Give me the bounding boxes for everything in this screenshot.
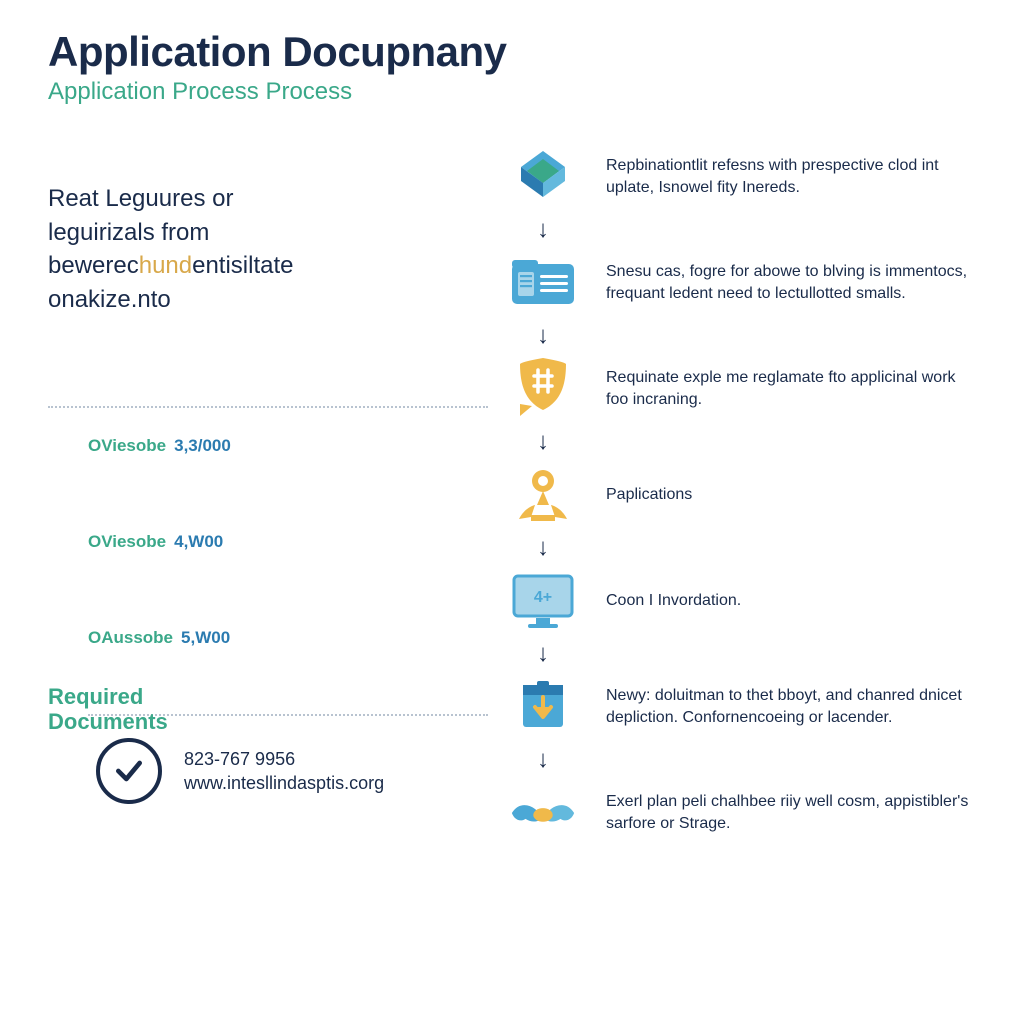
monitor-icon: 4+ xyxy=(508,566,578,636)
document-item: OViesobe 3,3/000 xyxy=(88,436,488,456)
contact-url: www.intesllindasptis.corg xyxy=(184,771,384,795)
page-subtitle: Application Process Process xyxy=(48,78,976,106)
process-flow: ↓ xyxy=(488,142,976,848)
step-description: Requinate exple me reglamate fto applici… xyxy=(606,354,976,424)
document-value: 5,W00 xyxy=(181,628,230,648)
intro-line: bewerec xyxy=(48,252,139,279)
envelope-icon xyxy=(508,142,578,212)
step-description: Exerl plan peli chalhbee riiy well cosm,… xyxy=(606,778,976,848)
step-description: Newy: doluitman to thet bboyt, and chanr… xyxy=(606,672,976,742)
intro-line: leguirizals from xyxy=(48,219,209,246)
check-circle-icon xyxy=(96,738,162,804)
document-label: OAussobe xyxy=(88,628,173,648)
flow-arrow-icon: ↓ xyxy=(537,642,549,666)
document-value: 4,W00 xyxy=(174,532,223,552)
intro-line: Reat Leguures or xyxy=(48,185,233,212)
document-value: 3,3/000 xyxy=(174,436,231,456)
page-title: Application Docupnany xyxy=(48,28,976,76)
intro-line: entisiltate xyxy=(192,252,293,279)
required-documents-heading: Required Documents xyxy=(48,684,168,735)
flow-arrow-icon: ↓ xyxy=(537,430,549,454)
contact-phone: 823-767 9956 xyxy=(184,747,384,771)
document-item: OViesobe 4,W00 xyxy=(88,532,488,552)
svg-text:4+: 4+ xyxy=(534,589,552,606)
flow-arrow-icon: ↓ xyxy=(537,218,549,242)
documents-block: OViesobe 3,3/000 OViesobe 4,W00 Required… xyxy=(48,406,488,804)
person-pin-icon xyxy=(508,460,578,530)
flow-arrow-icon: ↓ xyxy=(537,748,549,772)
step-description: Repbinationtlit refesns with prespective… xyxy=(606,142,976,212)
handshake-icon xyxy=(508,778,578,848)
step-description: Snesu cas, fogre for abowe to blving is … xyxy=(606,248,976,318)
id-card-icon xyxy=(508,248,578,318)
inbox-down-icon xyxy=(508,672,578,742)
intro-line: onakize.nto xyxy=(48,286,171,313)
required-l2: Documents xyxy=(48,709,168,734)
intro-highlight: hund xyxy=(139,252,192,279)
intro-paragraph: Reat Leguures or leguirizals from bewere… xyxy=(48,182,488,316)
document-item: OAussobe 5,W00 xyxy=(88,628,488,648)
document-label: OViesobe xyxy=(88,436,166,456)
step-description: Paplications xyxy=(606,460,976,530)
required-l1: Required xyxy=(48,684,143,709)
step-description: Coon I Invordation. xyxy=(606,566,976,636)
document-label: OViesobe xyxy=(88,532,166,552)
shield-hash-icon xyxy=(508,354,578,424)
flow-arrow-icon: ↓ xyxy=(537,536,549,560)
flow-arrow-icon: ↓ xyxy=(537,324,549,348)
